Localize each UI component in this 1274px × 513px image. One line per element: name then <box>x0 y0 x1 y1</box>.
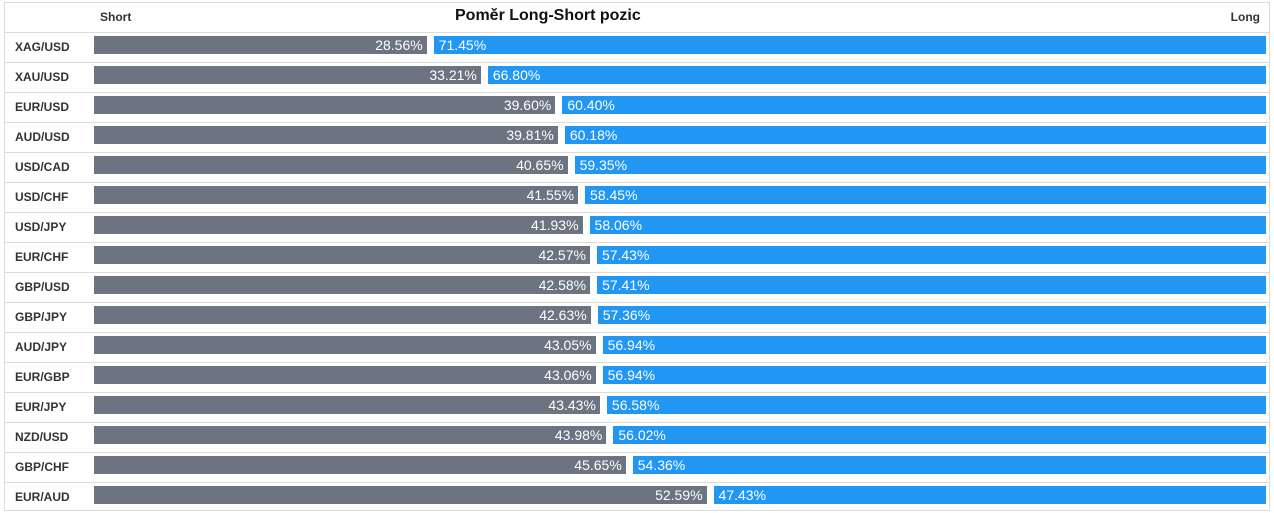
long-bar[interactable]: 60.40% <box>562 96 1266 114</box>
short-bar[interactable]: 40.65% <box>94 156 568 174</box>
pair-label: EUR/AUD <box>15 490 70 504</box>
pair-label: USD/CAD <box>15 160 70 174</box>
long-bar[interactable]: 54.36% <box>632 456 1266 474</box>
table-row: EUR/JPY 43.43% 56.58% <box>4 392 1270 422</box>
table-row: GBP/JPY 42.63% 57.36% <box>4 302 1270 332</box>
short-bar[interactable]: 41.93% <box>94 216 583 234</box>
short-bar[interactable]: 43.98% <box>94 426 607 444</box>
pair-label: AUD/USD <box>15 130 70 144</box>
long-bar[interactable]: 56.94% <box>602 366 1266 384</box>
short-bar[interactable]: 43.06% <box>94 366 596 384</box>
pair-label: EUR/CHF <box>15 250 69 264</box>
long-bar[interactable]: 56.02% <box>613 426 1266 444</box>
short-bar[interactable]: 39.60% <box>94 96 556 114</box>
long-bar[interactable]: 58.06% <box>589 216 1266 234</box>
short-bar[interactable]: 42.58% <box>94 276 591 294</box>
table-row: AUD/JPY 43.05% 56.94% <box>4 332 1270 362</box>
chart-frame <box>4 2 1270 511</box>
long-axis-label: Long <box>1230 10 1260 24</box>
short-bar[interactable]: 28.56% <box>94 36 427 54</box>
pair-label: EUR/JPY <box>15 400 67 414</box>
long-bar[interactable]: 60.18% <box>564 126 1266 144</box>
table-row: EUR/AUD 52.59% 47.43% <box>4 482 1270 512</box>
short-bar[interactable]: 42.63% <box>94 306 591 324</box>
short-bar[interactable]: 42.57% <box>94 246 590 264</box>
short-bar[interactable]: 33.21% <box>94 66 481 84</box>
short-axis-label: Short <box>100 10 132 24</box>
pair-label: USD/CHF <box>15 190 69 204</box>
pair-label: GBP/CHF <box>15 460 69 474</box>
pair-label: EUR/GBP <box>15 370 70 384</box>
short-bar[interactable]: 45.65% <box>94 456 626 474</box>
long-bar[interactable]: 47.43% <box>713 486 1266 504</box>
long-bar[interactable]: 57.36% <box>597 306 1266 324</box>
pair-label: NZD/USD <box>15 430 69 444</box>
pair-label: GBP/USD <box>15 280 70 294</box>
pair-label: EUR/USD <box>15 100 70 114</box>
table-row: USD/JPY 41.93% 58.06% <box>4 212 1270 242</box>
long-bar[interactable]: 57.43% <box>596 246 1266 264</box>
pair-label: GBP/JPY <box>15 310 68 324</box>
long-bar[interactable]: 59.35% <box>574 156 1266 174</box>
short-bar[interactable]: 43.43% <box>94 396 600 414</box>
short-bar[interactable]: 41.55% <box>94 186 579 204</box>
long-bar[interactable]: 58.45% <box>585 186 1266 204</box>
table-row: AUD/USD 39.81% 60.18% <box>4 122 1270 152</box>
pair-label: USD/JPY <box>15 220 67 234</box>
pair-label: AUD/JPY <box>15 340 68 354</box>
table-row: GBP/CHF 45.65% 54.36% <box>4 452 1270 482</box>
short-bar[interactable]: 52.59% <box>94 486 707 504</box>
long-bar[interactable]: 71.45% <box>433 36 1266 54</box>
table-row: XAU/USD 33.21% 66.80% <box>4 62 1270 92</box>
table-row: EUR/CHF 42.57% 57.43% <box>4 242 1270 272</box>
table-row: GBP/USD 42.58% 57.41% <box>4 272 1270 302</box>
bar-rows: XAG/USD 28.56% 71.45% XAU/USD 33.21% 66.80% EU… <box>4 32 1270 512</box>
table-row: EUR/GBP 43.06% 56.94% <box>4 362 1270 392</box>
long-bar[interactable]: 66.80% <box>487 66 1266 84</box>
table-row: USD/CHF 41.55% 58.45% <box>4 182 1270 212</box>
table-row: XAG/USD 28.56% 71.45% <box>4 32 1270 62</box>
long-bar[interactable]: 56.94% <box>602 336 1266 354</box>
table-row: NZD/USD 43.98% 56.02% <box>4 422 1270 452</box>
short-bar[interactable]: 43.05% <box>94 336 596 354</box>
pair-label: XAU/USD <box>15 70 70 84</box>
long-bar[interactable]: 56.58% <box>606 396 1266 414</box>
table-row: EUR/USD 39.60% 60.40% <box>4 92 1270 122</box>
short-bar[interactable]: 39.81% <box>94 126 558 144</box>
pair-label: XAG/USD <box>15 40 70 54</box>
chart-title: Poměr Long-Short pozic <box>455 7 641 24</box>
long-bar[interactable]: 57.41% <box>597 276 1266 294</box>
table-row: USD/CAD 40.65% 59.35% <box>4 152 1270 182</box>
